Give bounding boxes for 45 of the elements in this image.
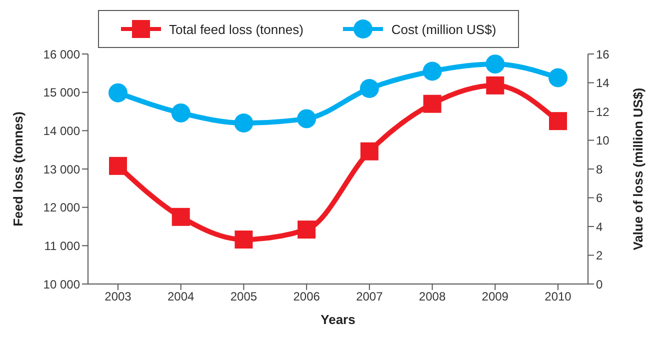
- y2-tick-label: 10: [596, 134, 610, 148]
- point: [549, 112, 567, 130]
- point: [360, 79, 379, 98]
- y2-tick-label: 6: [596, 191, 603, 206]
- point: [548, 68, 568, 88]
- point: [422, 62, 442, 81]
- point: [423, 94, 442, 113]
- point: [234, 230, 253, 249]
- point: [234, 114, 254, 132]
- x-tick-label: 2004: [168, 290, 195, 304]
- y2-tick-label: 4: [596, 220, 603, 234]
- y-tick-label: 14 000: [43, 124, 80, 138]
- y2-tick-label: 16: [596, 47, 610, 62]
- point: [109, 156, 127, 175]
- legend-label: Total feed loss (tonnes): [169, 22, 304, 36]
- y2-tick-label: 8: [596, 162, 603, 176]
- x-tick-label: 2009: [482, 290, 509, 304]
- x-tick-label: 2007: [356, 290, 384, 304]
- x-tick-label: 2008: [418, 290, 446, 304]
- y-tick-label: 10 000: [43, 277, 80, 292]
- x-tick-label: 2006: [293, 290, 320, 304]
- y2-tick-label: 12: [596, 104, 610, 119]
- point: [486, 76, 504, 94]
- point: [486, 54, 505, 74]
- y2-tick-label: 2: [596, 248, 603, 263]
- point: [171, 103, 190, 122]
- y2-tick-label: 0: [596, 277, 603, 292]
- y2-axis-title: Value of loss (million US$): [630, 88, 646, 250]
- x-tick-label: 2005: [230, 290, 258, 304]
- y2-tick-label: 14: [596, 76, 610, 90]
- y-tick-label: 11 000: [44, 238, 80, 253]
- point: [360, 142, 378, 160]
- x-axis-title: Years: [320, 312, 356, 327]
- y-tick-label: 16 000: [43, 47, 80, 62]
- y-axis-title: Feed loss (tonnes): [10, 112, 26, 226]
- point: [298, 220, 316, 239]
- point: [172, 208, 190, 226]
- y-tick-label: 12 000: [43, 200, 80, 215]
- y-tick-label: 13 000: [43, 162, 80, 176]
- point: [108, 83, 128, 102]
- x-tick-label: 2003: [104, 290, 132, 304]
- x-tick-label: 2010: [544, 290, 572, 304]
- point: [297, 109, 316, 128]
- legend-label: Cost (million US$): [391, 22, 496, 36]
- y-tick-label: 15 000: [43, 86, 80, 100]
